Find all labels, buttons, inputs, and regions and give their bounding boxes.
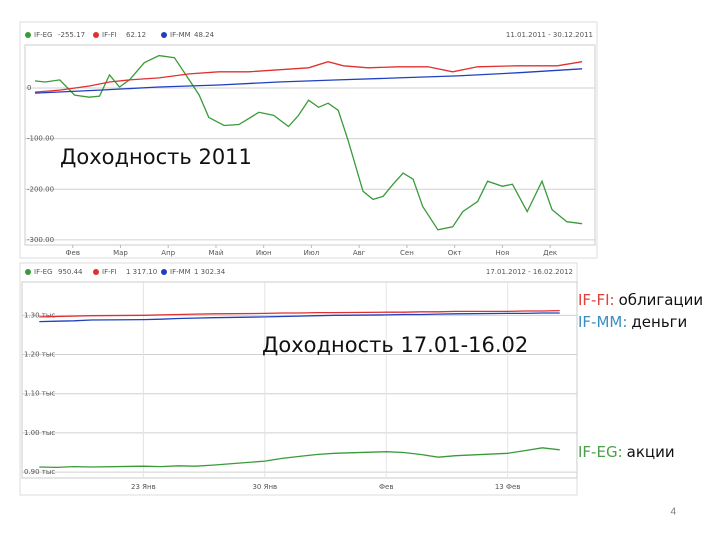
series-line [34,61,583,93]
legend-marker [161,269,167,275]
y-tick-label: 1.20 тыс [24,351,55,359]
y-tick-label: 1.00 тыс [24,429,55,437]
note-code: IF-MM: [578,313,627,331]
chart-annotation: Доходность 2011 [60,145,252,169]
legend-value: 48.24 [194,31,215,39]
y-tick-label: 0.90 тыс [24,468,55,476]
legend-name: IF-FI [102,268,117,276]
legend-marker [93,269,99,275]
x-tick-label: Дек [543,249,557,257]
note-code: IF-EG: [578,443,623,461]
x-tick-label: Июн [256,249,272,257]
legend-marker [161,32,167,38]
x-tick-label: Фев [66,249,80,257]
legend-value: -255.17 [58,31,85,39]
x-tick-label: Мар [113,249,128,257]
x-tick-label: Май [209,249,224,257]
date-range: 17.01.2012 - 16.02.2012 [486,268,573,276]
y-tick-label: -200.00 [27,185,54,193]
x-tick-label: 23 Янв [131,483,156,491]
series-line [39,309,560,318]
series-line [34,68,583,94]
legend-marker [93,32,99,38]
plot-area [24,44,596,246]
legend-name: IF-MM [170,31,191,39]
plot-area [21,281,578,479]
note-text: облигации [619,291,704,309]
legend-marker [25,269,31,275]
page-number: 4 [670,507,676,518]
x-tick-label: Апр [161,249,175,257]
note-text: акции [627,443,675,461]
series-note: IF-FI: облигации [578,291,703,309]
legend-value: 950.44 [58,268,83,276]
y-tick-label: 1.30 тыс [24,311,55,319]
legend-value: 62.12 [126,31,146,39]
x-tick-label: Сен [400,249,414,257]
chart-annotation: Доходность 17.01-16.02 [262,333,528,357]
note-code: IF-FI: [578,291,615,309]
x-tick-label: Авг [353,249,366,257]
x-tick-label: Ноя [496,249,510,257]
x-tick-label: Окт [448,249,462,257]
series-note: IF-EG: акции [578,443,675,461]
legend-name: IF-FI [102,31,117,39]
series-line [39,312,560,323]
x-tick-label: Июл [304,249,320,257]
series-note: IF-MM: деньги [578,313,687,331]
y-tick-label: -100.00 [27,135,54,143]
chart-frame [19,21,598,259]
y-tick-label: 1.10 тыс [24,390,55,398]
legend-value: 1 317.10 [126,268,157,276]
y-tick-label: -300.00 [27,236,54,244]
x-tick-label: 13 Фев [495,483,521,491]
series-line [39,447,560,469]
series-line [34,54,583,231]
legend-value: 1 302.34 [194,268,226,276]
x-tick-label: Фев [379,483,393,491]
chart-frame [19,262,578,496]
legend-name: IF-EG [34,31,52,39]
date-range: 11.01.2011 - 30.12.2011 [506,31,593,39]
x-tick-label: 30 Янв [252,483,277,491]
y-tick-label: 0 [27,84,31,92]
legend-name: IF-EG [34,268,52,276]
legend-marker [25,32,31,38]
legend-name: IF-MM [170,268,191,276]
note-text: деньги [631,313,687,331]
